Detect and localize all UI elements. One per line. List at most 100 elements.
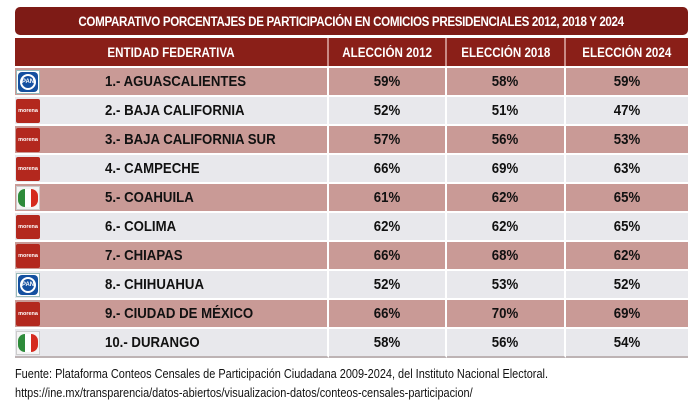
- value-2012: 52%: [373, 102, 401, 119]
- cell-2012: 61%: [329, 184, 447, 213]
- table-row: morena 3.- BAJA CALIFORNIA SUR 57% 56% 53%: [15, 126, 688, 155]
- table-body: PAN 1.- AGUASCALIENTES 59% 58% 59% morena 2.- …: [15, 68, 688, 358]
- header-2012: ALECCIÓN 2012: [329, 38, 447, 66]
- header-entidad-label: ENTIDAD FEDERATIVA: [107, 44, 235, 60]
- table-title-text: COMPARATIVO PORCENTAJES DE PARTICIPACIÓN…: [78, 13, 625, 29]
- cell-2018: 58%: [447, 68, 566, 97]
- entity-name: 4.- CAMPECHE: [105, 160, 200, 177]
- cell-entidad: morena 6.- COLIMA: [15, 213, 329, 242]
- morena-logo-icon: morena: [16, 215, 40, 239]
- entity-name: 2.- BAJA CALIFORNIA: [105, 102, 245, 119]
- cell-2024: 47%: [566, 97, 688, 126]
- entity-name: 1.- AGUASCALIENTES: [105, 73, 247, 90]
- cell-2024: 65%: [566, 184, 688, 213]
- morena-logo-icon: morena: [16, 244, 40, 268]
- cell-2012: 62%: [329, 213, 447, 242]
- value-2018: 58%: [492, 73, 519, 90]
- entity-name: 8.- CHIHUAHUA: [105, 276, 204, 293]
- table-row: PAN 8.- CHIHUAHUA 52% 53% 52%: [15, 271, 688, 300]
- entity-name: 6.- COLIMA: [105, 218, 177, 235]
- cell-entidad: PAN 1.- AGUASCALIENTES: [15, 68, 329, 97]
- pri-logo-icon: [16, 331, 40, 355]
- cell-2018: 62%: [447, 213, 566, 242]
- cell-2012: 52%: [329, 97, 447, 126]
- cell-2018: 69%: [447, 155, 566, 184]
- cell-2024: 54%: [566, 329, 688, 358]
- table-row: morena 7.- CHIAPAS 66% 68% 62%: [15, 242, 688, 271]
- value-2018: 68%: [492, 247, 519, 264]
- value-2024: 53%: [613, 131, 641, 148]
- morena-logo-icon: morena: [16, 302, 40, 326]
- table-title: COMPARATIVO PORCENTAJES DE PARTICIPACIÓN…: [15, 7, 688, 35]
- value-2024: 63%: [613, 160, 641, 177]
- header-2024-label: ELECCIÓN 2024: [582, 44, 672, 60]
- pan-logo-icon: PAN: [16, 273, 40, 297]
- cell-entidad: morena 7.- CHIAPAS: [15, 242, 329, 271]
- pan-logo-icon: PAN: [16, 70, 40, 94]
- value-2018: 56%: [492, 334, 519, 351]
- table-row: morena 4.- CAMPECHE 66% 69% 63%: [15, 155, 688, 184]
- value-2024: 52%: [613, 276, 641, 293]
- value-2012: 57%: [373, 131, 401, 148]
- header-entidad: ENTIDAD FEDERATIVA: [15, 38, 329, 66]
- cell-2012: 58%: [329, 329, 447, 358]
- source-text: Fuente: Plataforma Conteos Censales de P…: [15, 366, 548, 381]
- morena-logo-icon: morena: [16, 99, 40, 123]
- cell-2024: 69%: [566, 300, 688, 329]
- cell-2024: 59%: [566, 68, 688, 97]
- table-row: PAN 1.- AGUASCALIENTES 59% 58% 59%: [15, 68, 688, 97]
- cell-2012: 59%: [329, 68, 447, 97]
- value-2018: 56%: [492, 131, 519, 148]
- morena-logo-icon: morena: [16, 128, 40, 152]
- value-2018: 69%: [492, 160, 519, 177]
- cell-2024: 65%: [566, 213, 688, 242]
- entity-name: 9.- CIUDAD DE MÉXICO: [105, 305, 254, 322]
- value-2018: 53%: [492, 276, 519, 293]
- header-2024: ELECCIÓN 2024: [566, 38, 688, 66]
- entity-name: 10.- DURANGO: [105, 334, 200, 351]
- cell-2012: 66%: [329, 300, 447, 329]
- table-row: 10.- DURANGO 58% 56% 54%: [15, 329, 688, 358]
- header-2012-label: ALECCIÓN 2012: [342, 44, 432, 60]
- value-2012: 59%: [373, 73, 401, 90]
- value-2018: 51%: [492, 102, 519, 119]
- cell-2024: 52%: [566, 271, 688, 300]
- value-2012: 58%: [373, 334, 401, 351]
- cell-2018: 62%: [447, 184, 566, 213]
- pri-logo-icon: [16, 186, 40, 210]
- value-2024: 62%: [613, 247, 641, 264]
- cell-2018: 56%: [447, 329, 566, 358]
- cell-entidad: morena 2.- BAJA CALIFORNIA: [15, 97, 329, 126]
- participation-table: ENTIDAD FEDERATIVA ALECCIÓN 2012 ELECCIÓ…: [15, 38, 688, 358]
- table-row: morena 9.- CIUDAD DE MÉXICO 66% 70% 69%: [15, 300, 688, 329]
- entity-name: 7.- CHIAPAS: [105, 247, 183, 264]
- value-2012: 66%: [373, 305, 401, 322]
- value-2024: 65%: [613, 189, 641, 206]
- value-2018: 62%: [492, 218, 519, 235]
- value-2024: 54%: [613, 334, 641, 351]
- cell-entidad: morena 9.- CIUDAD DE MÉXICO: [15, 300, 329, 329]
- value-2024: 59%: [613, 73, 641, 90]
- cell-2024: 53%: [566, 126, 688, 155]
- cell-2012: 52%: [329, 271, 447, 300]
- cell-2018: 70%: [447, 300, 566, 329]
- cell-2012: 66%: [329, 155, 447, 184]
- cell-2018: 53%: [447, 271, 566, 300]
- value-2012: 66%: [373, 160, 401, 177]
- cell-entidad: 10.- DURANGO: [15, 329, 329, 358]
- table-row: morena 6.- COLIMA 62% 62% 65%: [15, 213, 688, 242]
- table-row: morena 2.- BAJA CALIFORNIA 52% 51% 47%: [15, 97, 688, 126]
- header-2018-label: ELECCIÓN 2018: [460, 44, 551, 60]
- cell-entidad: morena 4.- CAMPECHE: [15, 155, 329, 184]
- value-2018: 62%: [492, 189, 519, 206]
- value-2024: 65%: [613, 218, 641, 235]
- cell-entidad: 5.- COAHUILA: [15, 184, 329, 213]
- value-2012: 62%: [373, 218, 401, 235]
- source-note: Fuente: Plataforma Conteos Censales de P…: [15, 364, 695, 402]
- cell-2012: 66%: [329, 242, 447, 271]
- cell-2018: 51%: [447, 97, 566, 126]
- header-2018: ELECCIÓN 2018: [447, 38, 566, 66]
- cell-2012: 57%: [329, 126, 447, 155]
- cell-2024: 62%: [566, 242, 688, 271]
- table-row: 5.- COAHUILA 61% 62% 65%: [15, 184, 688, 213]
